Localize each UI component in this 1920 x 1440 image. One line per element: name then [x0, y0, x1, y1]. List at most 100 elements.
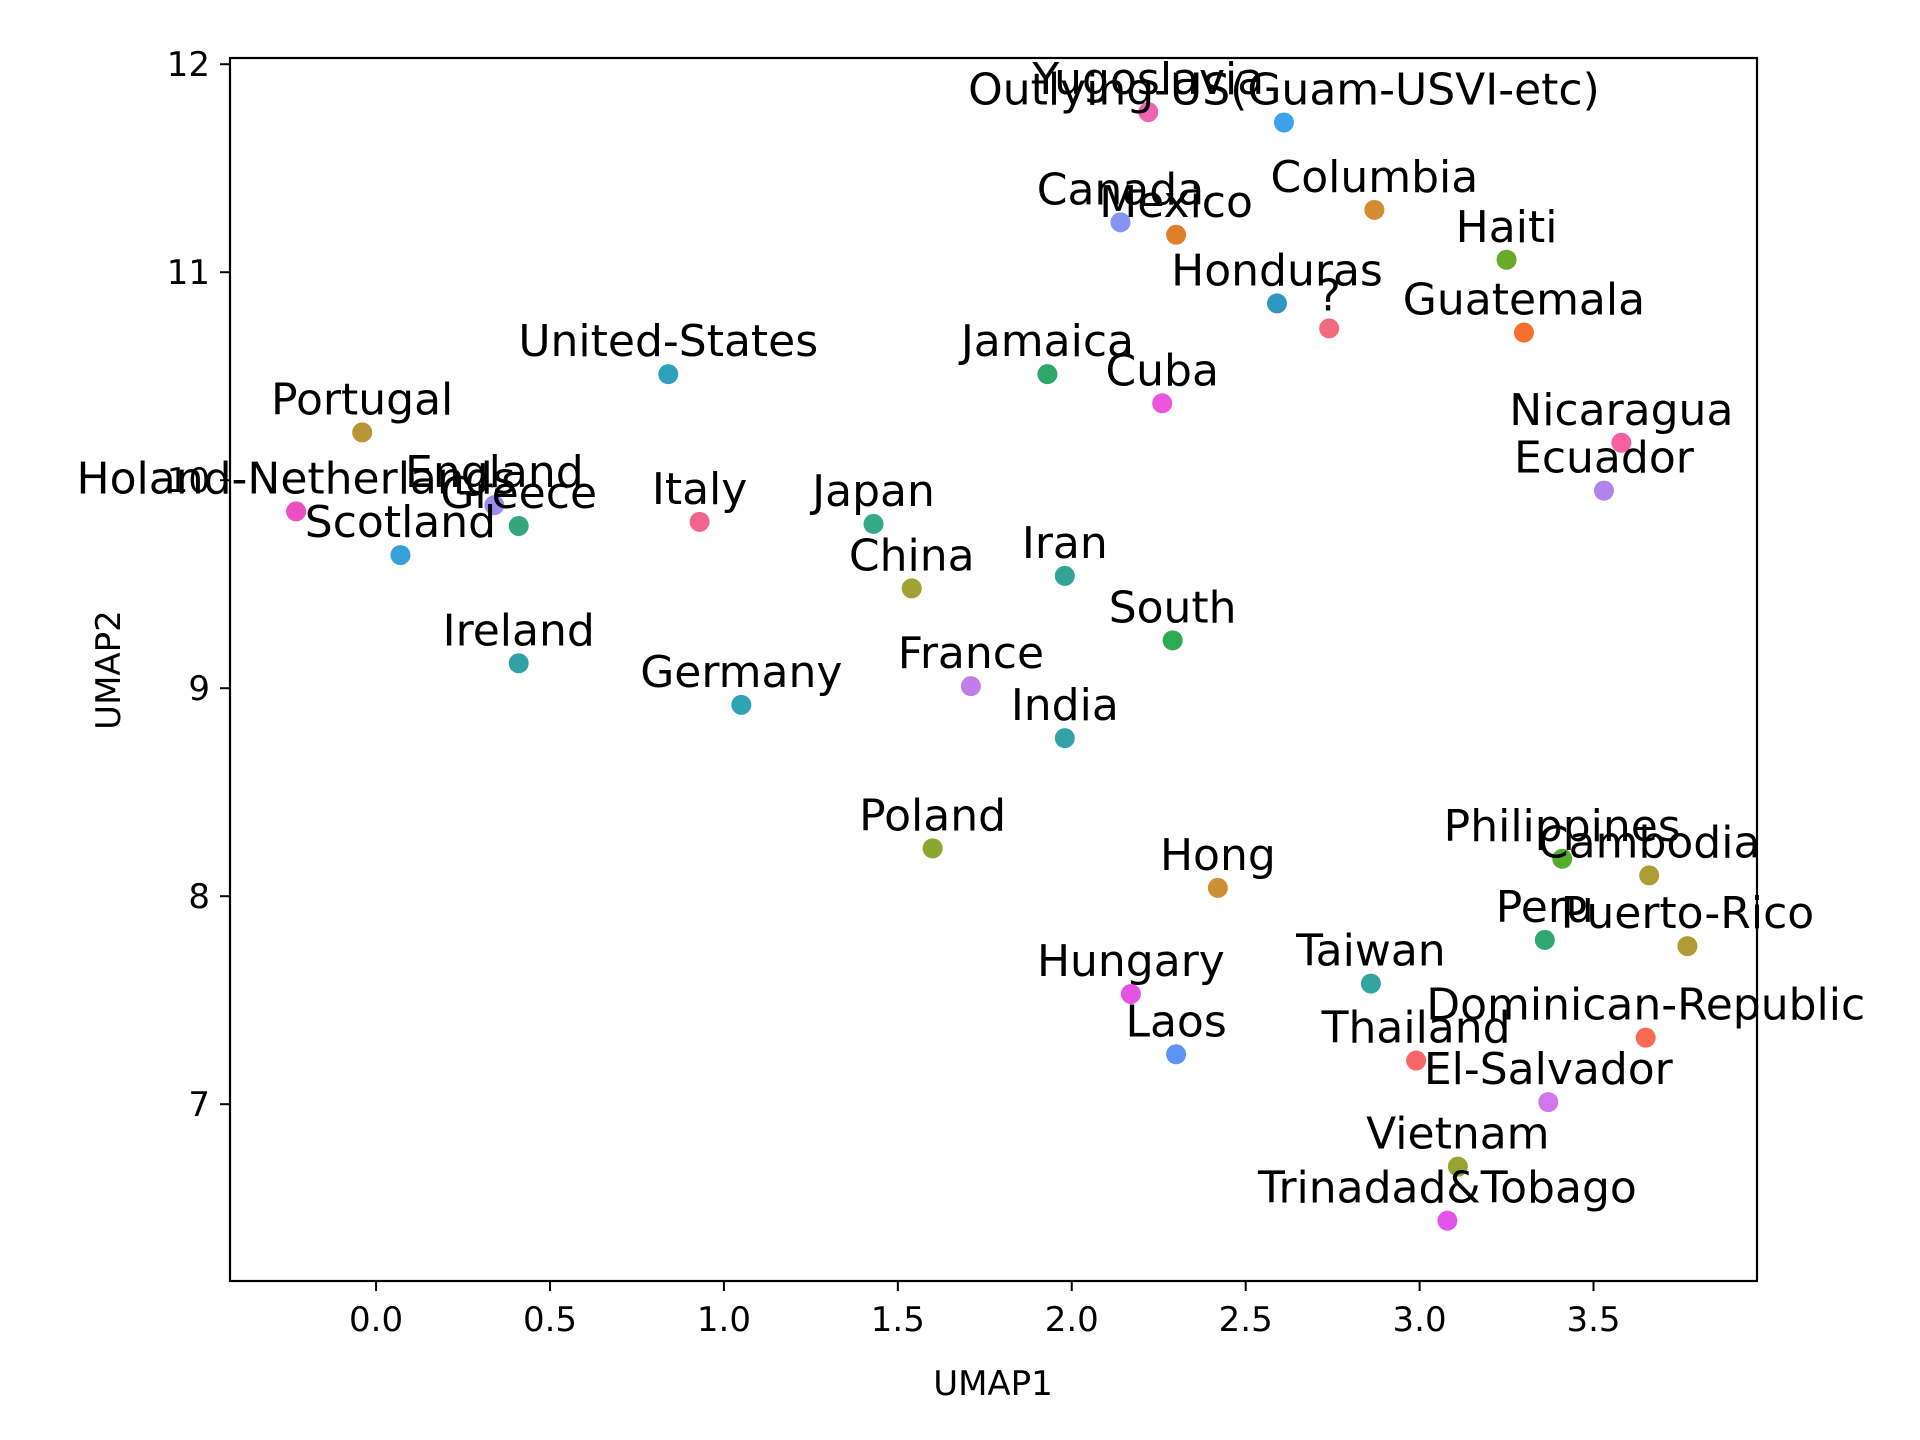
data-point — [1437, 1210, 1458, 1231]
data-point — [508, 653, 529, 674]
point-label: France — [898, 628, 1044, 679]
data-point — [1037, 364, 1058, 385]
data-point — [1496, 249, 1517, 270]
data-point — [1207, 877, 1228, 898]
data-point — [1266, 293, 1287, 314]
point-label: Scotland — [305, 497, 496, 548]
point-label: South — [1109, 582, 1237, 633]
data-point — [1538, 1092, 1559, 1113]
point-label: ? — [1317, 270, 1340, 321]
y-tick-label: 9 — [188, 669, 210, 709]
data-point — [1534, 929, 1555, 950]
data-point — [689, 511, 710, 532]
data-point — [1120, 983, 1141, 1004]
point-label: Hong — [1160, 830, 1276, 881]
y-tick-label: 11 — [167, 253, 210, 293]
point-label: Cambodia — [1538, 817, 1761, 868]
point-label: Trinadad&Tobago — [1257, 1163, 1637, 1214]
point-label: England — [405, 447, 584, 498]
data-point — [1166, 1044, 1187, 1065]
y-axis: 7 8 9 10 11 12 — [167, 45, 230, 1125]
point-label: Dominican-Republic — [1426, 980, 1865, 1031]
point-label: Peru — [1496, 882, 1594, 933]
point-label: Outlying-US(Guam-USVI-etc) — [968, 64, 1600, 115]
data-point — [1273, 112, 1294, 133]
point-label: Germany — [640, 647, 842, 698]
point-label: Portugal — [271, 374, 453, 425]
x-tick-label: 2.0 — [1045, 1300, 1099, 1340]
point-label: Japan — [809, 466, 935, 517]
data-point — [1110, 212, 1131, 233]
data-point — [1639, 865, 1660, 886]
x-tick-label: 3.0 — [1393, 1300, 1447, 1340]
point-label: Columbia — [1271, 152, 1479, 203]
point-label: Ireland — [443, 605, 595, 656]
data-point — [731, 694, 752, 715]
data-point — [960, 676, 981, 697]
data-point — [1593, 480, 1614, 501]
data-point — [863, 513, 884, 534]
point-label: Haiti — [1456, 202, 1558, 253]
data-point — [1611, 432, 1632, 453]
y-tick-label: 7 — [188, 1085, 210, 1125]
point-label: United-States — [518, 316, 818, 367]
point-label: Thailand — [1321, 1003, 1511, 1054]
x-tick-label: 3.5 — [1566, 1300, 1620, 1340]
data-point — [1635, 1027, 1656, 1048]
point-label: Nicaragua — [1509, 385, 1733, 436]
data-point — [1166, 224, 1187, 245]
x-tick-label: 1.0 — [697, 1300, 751, 1340]
point-label: Hungary — [1037, 936, 1225, 987]
y-tick-label: 12 — [167, 45, 210, 85]
data-point — [484, 495, 505, 516]
data-point — [1054, 728, 1075, 749]
point-label: China — [849, 530, 975, 581]
x-tick-label: 0.5 — [523, 1300, 577, 1340]
point-label: Ecuador — [1514, 433, 1695, 484]
x-axis: 0.0 0.5 1.0 1.5 2.0 2.5 3.0 3.5 — [349, 1281, 1621, 1340]
data-point — [1513, 322, 1534, 343]
data-point — [508, 515, 529, 536]
plot-area-frame — [228, 56, 1759, 1283]
point-label: Italy — [652, 464, 747, 515]
data-point — [1054, 565, 1075, 586]
y-tick-label: 10 — [167, 461, 210, 501]
point-label: Iran — [1022, 518, 1108, 569]
point-label: India — [1011, 680, 1119, 731]
data-point — [1138, 102, 1159, 123]
x-tick-label: 1.5 — [871, 1300, 925, 1340]
point-label: Vietnam — [1366, 1109, 1549, 1160]
data-point — [901, 578, 922, 599]
point-label: Guatemala — [1403, 275, 1645, 326]
data-point — [1552, 848, 1573, 869]
point-label: Honduras — [1171, 245, 1383, 296]
point-label: Canada — [1037, 164, 1204, 215]
point-label: Mexico — [1099, 177, 1253, 228]
data-points — [286, 102, 1698, 1231]
point-label: Greece — [440, 468, 597, 519]
x-axis-title: UMAP1 — [933, 1364, 1053, 1404]
x-tick-label: 2.5 — [1219, 1300, 1273, 1340]
data-point — [1152, 393, 1173, 414]
data-point — [1447, 1156, 1468, 1177]
point-label: Holand-Netherlands — [77, 453, 516, 504]
data-point — [1319, 318, 1340, 339]
data-point — [658, 364, 679, 385]
point-label: Yugoslavia — [1031, 54, 1264, 105]
point-label: Philippines — [1444, 801, 1681, 852]
data-point — [1364, 199, 1385, 220]
data-point — [286, 501, 307, 522]
point-label: Taiwan — [1295, 926, 1446, 977]
point-label: Laos — [1125, 996, 1226, 1047]
point-label: Cuba — [1105, 345, 1219, 396]
point-label: Jamaica — [958, 316, 1134, 367]
data-point — [1677, 936, 1698, 957]
point-label: Poland — [859, 790, 1006, 841]
data-point — [1162, 630, 1183, 651]
y-axis-title: UMAP2 — [89, 610, 129, 730]
x-tick-label: 0.0 — [349, 1300, 403, 1340]
point-label: Puerto-Rico — [1561, 888, 1815, 939]
data-point — [1406, 1050, 1427, 1071]
